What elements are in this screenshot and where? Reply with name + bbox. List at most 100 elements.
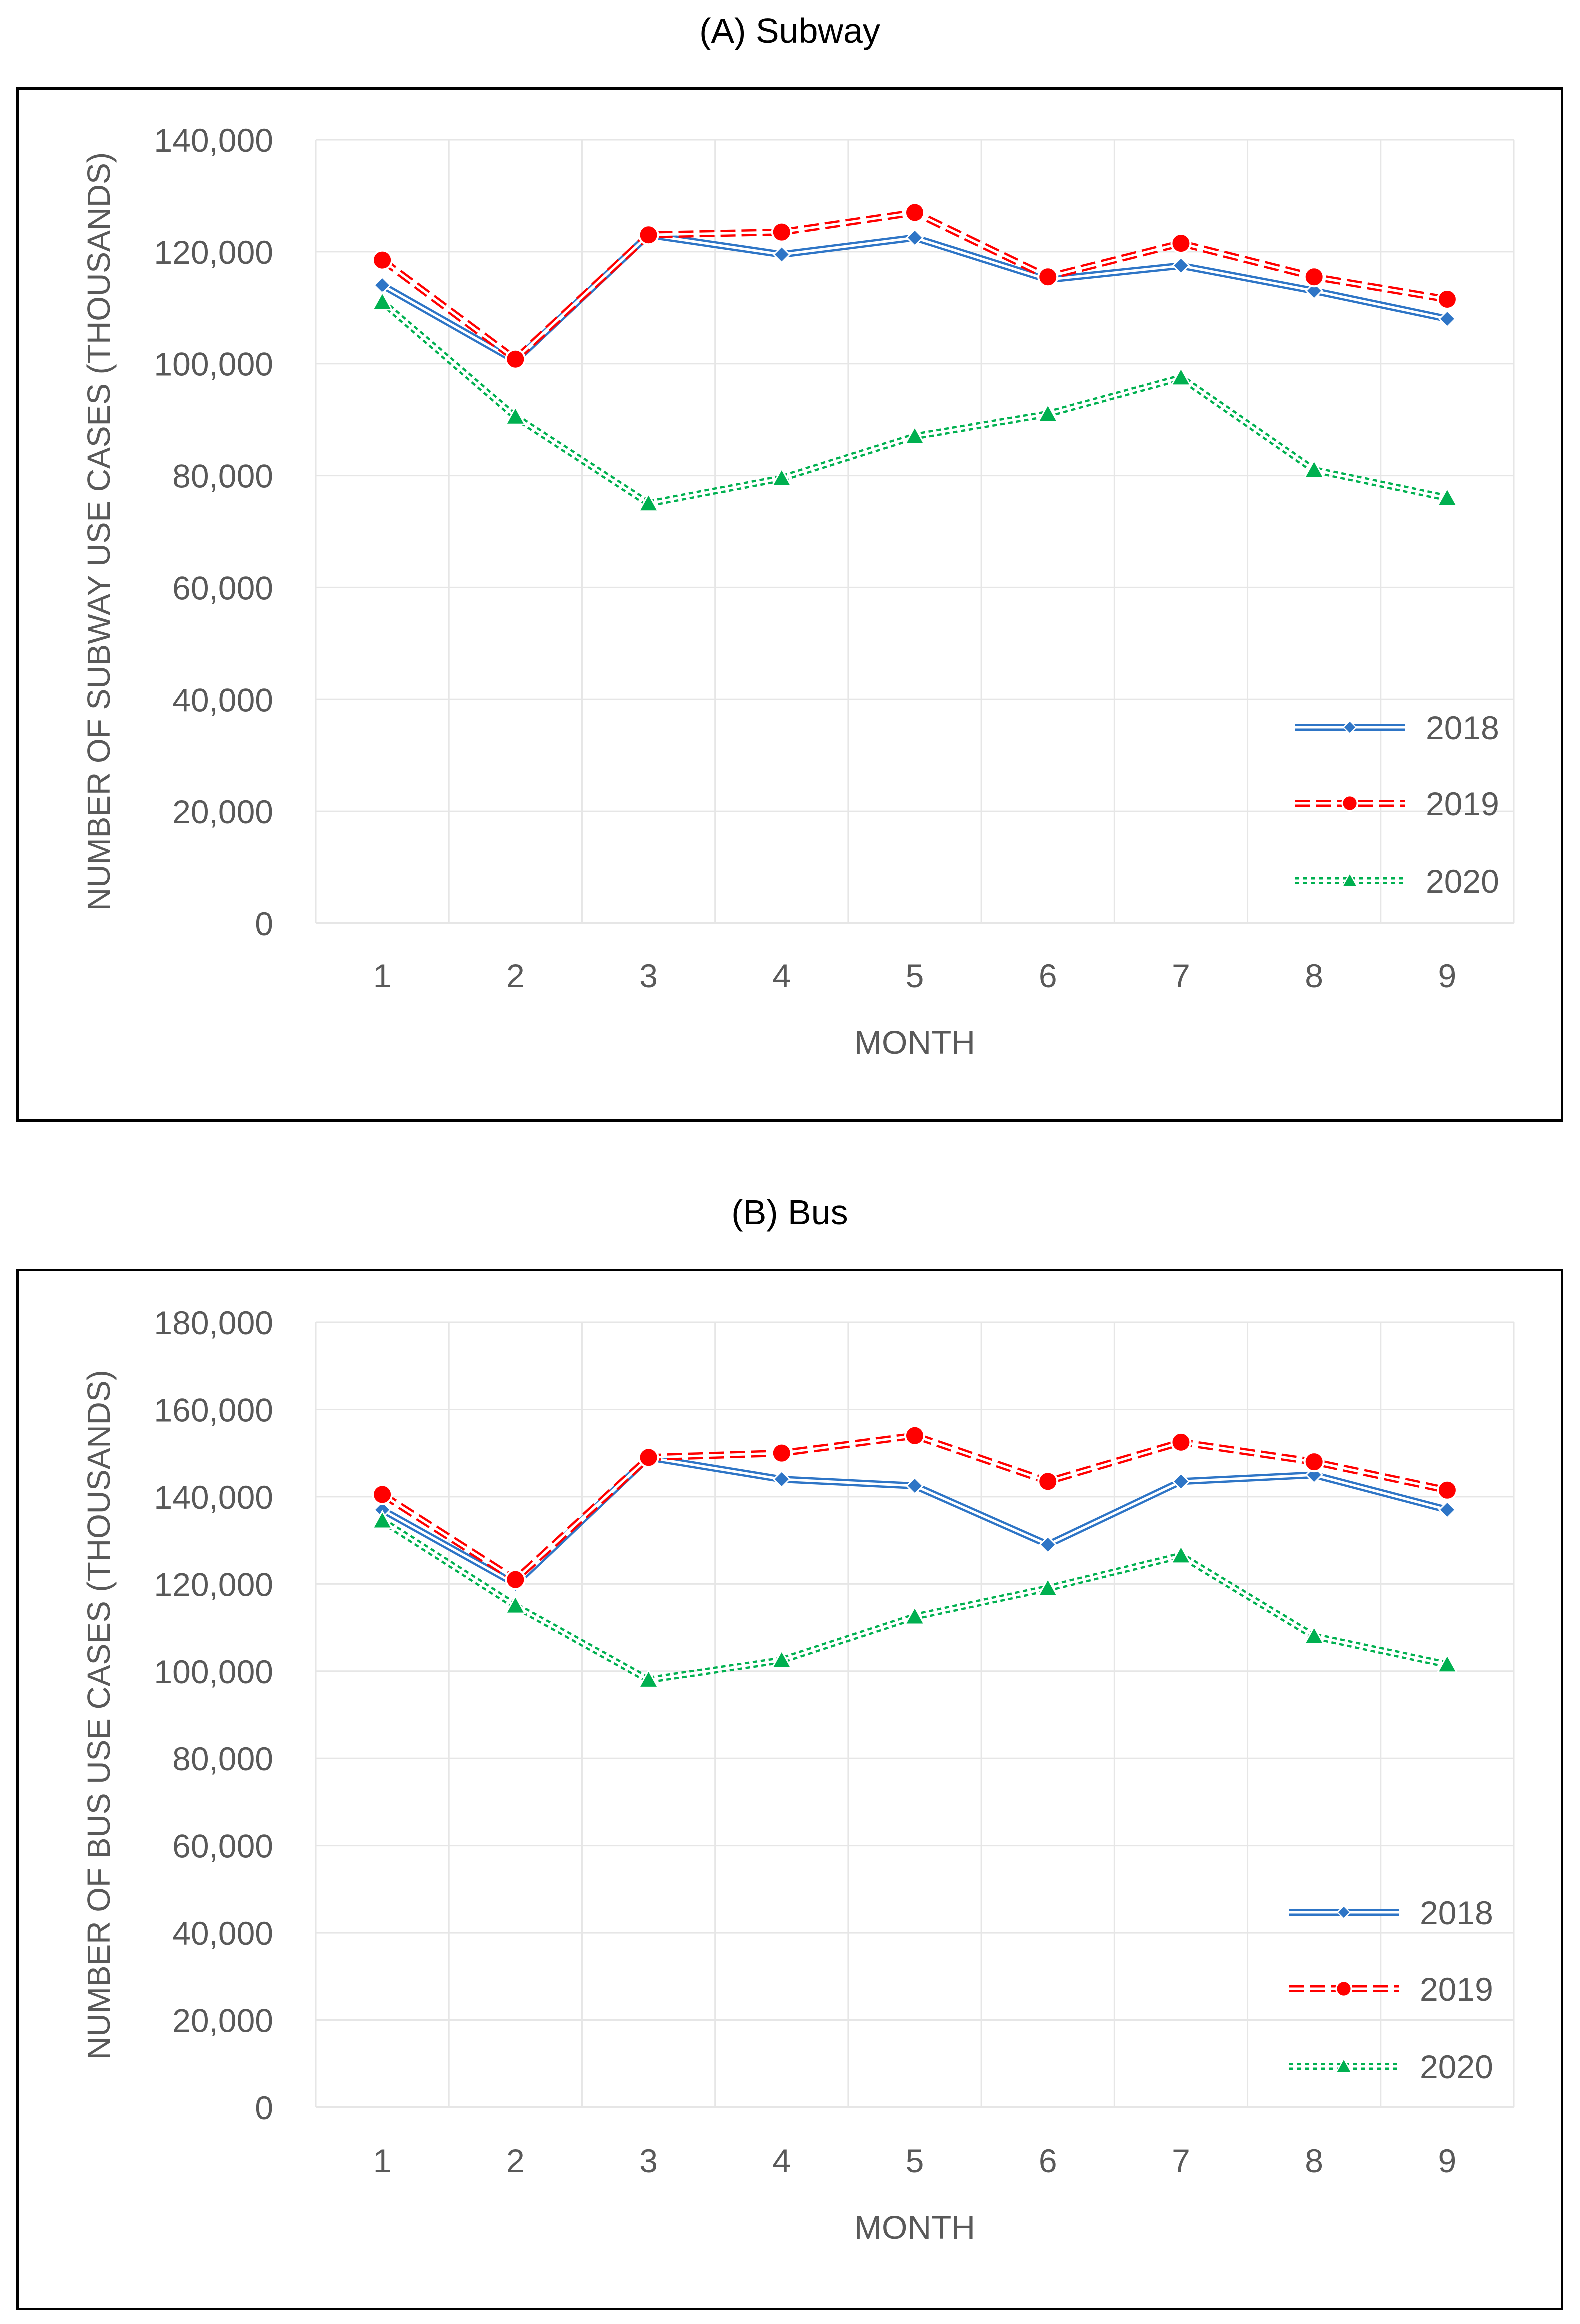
subway-legend-marker (1342, 720, 1358, 735)
subway-point-2019 (1038, 266, 1059, 288)
subway-point-2019 (505, 348, 526, 370)
bus-point-2018 (1172, 1472, 1190, 1491)
bus-ytick-label: 160,000 (154, 1392, 274, 1428)
subway-point-2020 (638, 492, 660, 512)
bus-xtick-label: 2 (506, 2142, 525, 2180)
subway-xtick-label: 6 (1039, 958, 1058, 994)
subway-point-2019 (1304, 266, 1325, 288)
subway-point-2020 (904, 426, 926, 445)
bus-legend-item-2018: 2018 (1289, 1894, 1494, 1932)
subway-ytick-label: 120,000 (154, 234, 274, 271)
subway-legend-item-2018: 2018 (1295, 710, 1500, 746)
subway-point-2018 (1305, 282, 1324, 300)
subway-ytick-label: 80,000 (172, 458, 274, 495)
bus-xtick-label: 3 (640, 2142, 658, 2180)
subway-point-2020 (504, 406, 526, 426)
bus-point-2019 (638, 1447, 660, 1468)
subway-legend-label: 2019 (1426, 786, 1500, 822)
subway-x-axis-title: MONTH (854, 1024, 976, 1061)
subway-point-2018 (772, 246, 791, 264)
subway-series-2020 (372, 291, 1458, 512)
bus-point-2019 (1436, 1480, 1458, 1501)
subway-ytick-label: 140,000 (154, 122, 274, 159)
subway-point-2018 (1172, 256, 1190, 275)
subway-legend-item-2020: 2020 (1295, 863, 1500, 900)
subway-point-2019 (771, 222, 792, 243)
bus-point-2018 (772, 1470, 791, 1489)
bus-legend-label: 2019 (1420, 1971, 1494, 2008)
bus-legend-item-2020: 2020 (1289, 2048, 1494, 2086)
bus-legend-marker (1336, 1905, 1352, 1920)
subway-legend-label: 2020 (1426, 863, 1500, 900)
subway-series-2018 (373, 226, 1457, 370)
subway-chart-frame (16, 88, 1564, 1122)
bus-point-2020 (1436, 1654, 1458, 1674)
bus-ytick-label: 60,000 (172, 1828, 274, 1865)
subway-y-axis-title: NUMBER OF SUBWAY USE CASES (THOUSANDS) (81, 152, 117, 911)
subway-legend-item-2019: 2019 (1295, 786, 1500, 822)
subway-point-2018 (906, 228, 924, 247)
bus-point-2019 (904, 1425, 926, 1446)
subway-point-2020 (1304, 459, 1326, 479)
subway-xtick-label: 5 (906, 958, 924, 994)
subway-xtick-label: 2 (506, 958, 525, 994)
bus-line-2020-inner-gap (382, 1520, 1448, 1682)
bus-ytick-label: 0 (255, 2090, 274, 2126)
subway-xtick-label: 3 (640, 958, 658, 994)
subway-point-2020 (1436, 487, 1458, 507)
bus-point-2018 (1438, 1500, 1457, 1520)
bus-legend-item-2019: 2019 (1289, 1971, 1494, 2008)
bus-ytick-label: 80,000 (172, 1740, 274, 1778)
bus-point-2020 (1304, 1625, 1326, 1645)
subway-point-2020 (1037, 403, 1059, 423)
bus-ytick-label: 140,000 (154, 1479, 274, 1516)
bus-chart: 0 20,000 40,000 60,000 80,000 100,000 120,000 1… (81, 1304, 1515, 2246)
bus-point-2019 (372, 1484, 394, 1506)
subway-ytick-label: 20,000 (172, 794, 274, 830)
subway-legend-marker (1342, 795, 1358, 812)
subway-legend-label: 2018 (1426, 710, 1500, 746)
bus-xtick-label: 5 (906, 2142, 924, 2180)
bus-xtick-label: 9 (1438, 2142, 1457, 2180)
subway-xtick-label: 8 (1305, 958, 1324, 994)
bus-xtick-label: 8 (1305, 2142, 1324, 2180)
bus-point-2019 (1304, 1452, 1325, 1473)
bus-point-2019 (505, 1569, 526, 1590)
subway-line-2018 (380, 232, 1448, 365)
bus-chart-frame (16, 1269, 1564, 2310)
subway-panel-title: (A) Subway (700, 12, 880, 50)
bus-ytick-label: 180,000 (154, 1304, 274, 1342)
bus-legend-marker (1335, 2058, 1353, 2074)
bus-xtick-label: 6 (1039, 2142, 1058, 2180)
subway-xtick-label: 1 (374, 958, 392, 994)
subway-ytick-label: 100,000 (154, 346, 274, 383)
bus-point-2020 (771, 1649, 793, 1669)
bus-point-2020 (504, 1594, 526, 1614)
subway-point-2019 (904, 202, 926, 224)
bus-point-2019 (1038, 1471, 1059, 1492)
subway-chart: 0 20,000 40,000 60,000 80,000 100,000 120,000 1… (81, 122, 1515, 1061)
bus-line-2020 (380, 1518, 1448, 1684)
bus-ytick-label: 100,000 (154, 1654, 274, 1690)
bus-point-2019 (1170, 1432, 1192, 1453)
bus-xtick-label: 7 (1172, 2142, 1190, 2180)
subway-point-2019 (1436, 288, 1458, 310)
subway-series-2019 (372, 202, 1458, 370)
bus-ytick-label: 40,000 (172, 1915, 274, 1952)
bus-xtick-label: 1 (374, 2142, 392, 2180)
bus-point-2020 (638, 1669, 660, 1688)
subway-point-2019 (1170, 233, 1192, 254)
bus-series-2019 (372, 1425, 1458, 1590)
subway-point-2018 (1438, 310, 1457, 328)
bus-point-2018 (906, 1476, 924, 1496)
bus-line-2018-inner-gap (382, 1456, 1448, 1586)
bus-legend-marker (1336, 1980, 1352, 1998)
subway-ytick-label: 40,000 (172, 682, 274, 718)
bus-series-2018 (373, 1448, 1457, 1594)
bus-panel-title: (B) Bus (732, 1193, 848, 1232)
subway-xtick-label: 9 (1438, 958, 1457, 994)
subway-point-2019 (372, 250, 394, 271)
bus-point-2020 (904, 1606, 926, 1626)
bus-point-2019 (771, 1442, 792, 1464)
